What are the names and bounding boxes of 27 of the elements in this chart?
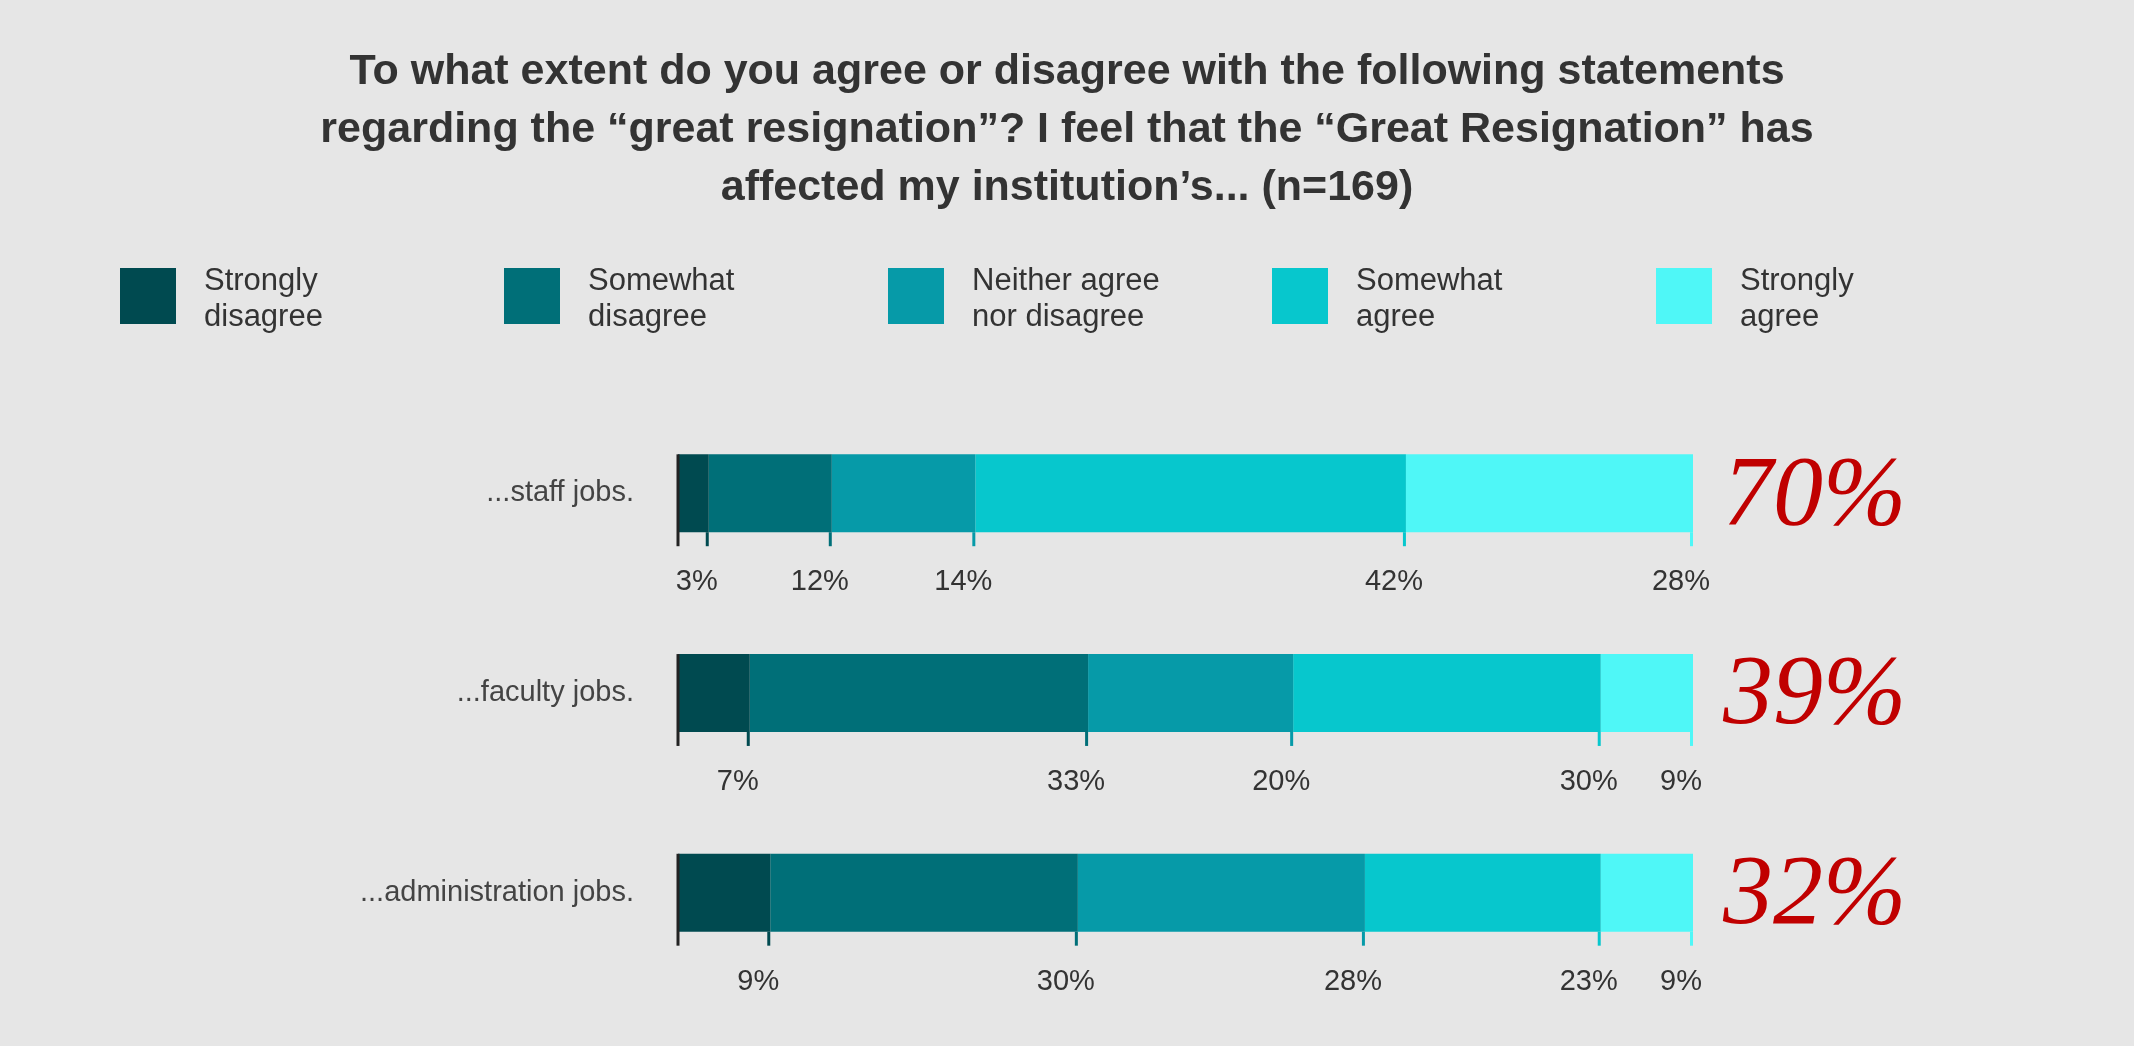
data-label: 28%: [1651, 564, 1711, 597]
text: 39%: [1722, 634, 1907, 746]
data-label: 33%: [1047, 763, 1106, 796]
legend-label: Somewhat disagree: [588, 262, 736, 334]
text: 32%: [1722, 834, 1907, 946]
data-label: 14%: [934, 564, 993, 597]
data-label: 30%: [1036, 963, 1095, 996]
y-tick-label: ...faculty jobs.: [456, 675, 634, 707]
text: 70%: [1723, 434, 1907, 546]
legend-label: Somewhat agree: [1356, 262, 1504, 334]
data-label: 28%: [1323, 963, 1382, 996]
data-label: 9%: [1660, 963, 1702, 996]
data-label: 9%: [737, 963, 780, 996]
chart-title: To what extent do you agree or disagree with the following statements regarding the “great resignation”? I feel that the “Great Resignation” has affected my institution’s... (n=169): [319, 44, 1815, 211]
legend-label: Strongly disagree: [204, 262, 324, 334]
data-label: 3%: [675, 564, 718, 597]
y-tick-label: ...staff jobs.: [486, 475, 634, 508]
data-label: 42%: [1364, 564, 1423, 597]
data-label: 12%: [790, 564, 849, 597]
data-label: 30%: [1559, 763, 1618, 796]
legend-label: Neither agree nor disagree: [972, 262, 1161, 334]
data-label: 23%: [1559, 963, 1618, 996]
legend-label: Strongly agree: [1740, 262, 1855, 334]
data-label: 20%: [1252, 763, 1311, 796]
y-tick-label: ...administration jobs.: [359, 874, 634, 907]
data-label: 7%: [716, 763, 759, 796]
data-label: 9%: [1660, 763, 1702, 796]
